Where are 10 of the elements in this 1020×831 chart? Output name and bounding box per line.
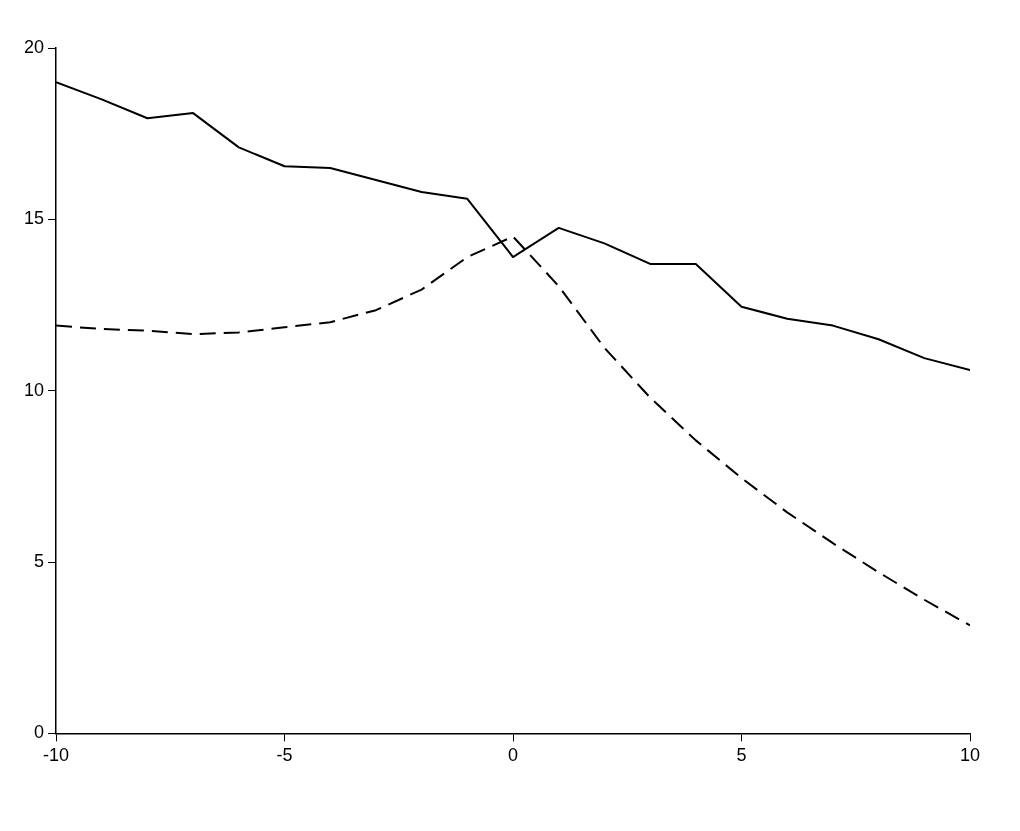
x-tick-label: 5 <box>736 745 747 766</box>
y-tick-label: 5 <box>34 551 45 572</box>
y-tick-label: 0 <box>34 722 45 743</box>
x-tick-label: -5 <box>276 745 293 766</box>
x-tick-label: -10 <box>43 745 70 766</box>
x-tick-label: 10 <box>959 745 981 766</box>
y-tick-label: 20 <box>23 36 45 57</box>
x-tick-label: 0 <box>508 745 519 766</box>
y-tick-label: 15 <box>23 208 45 229</box>
y-tick-label: 10 <box>23 379 45 400</box>
